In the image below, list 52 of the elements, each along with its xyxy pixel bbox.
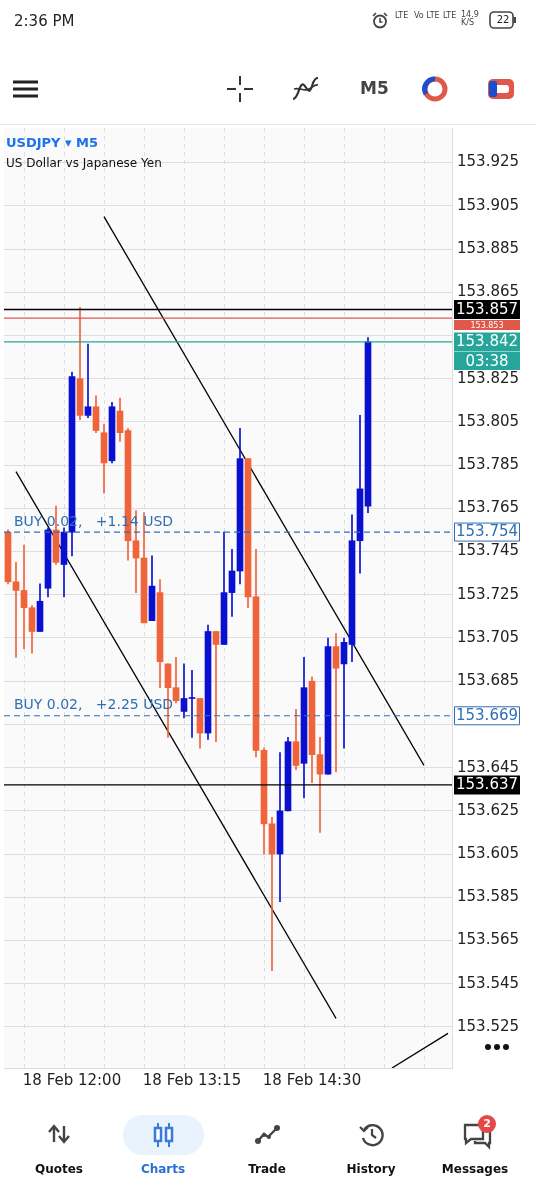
text: 03:38 (454, 352, 520, 370)
text: LTE (443, 11, 457, 20)
text: Charts (139, 1162, 187, 1176)
text: Quotes (34, 1162, 84, 1176)
y-tick-label: 153.685 (457, 671, 520, 690)
x-tick-label: 18 Feb 14:30 (262, 1070, 362, 1089)
y-tick-label: 153.705 (457, 627, 520, 646)
candlestick (268, 817, 276, 972)
candlestick (316, 737, 324, 833)
y-tick-label: 153.865 (457, 282, 520, 301)
text: USDJPY ▾ M5 (6, 135, 100, 150)
text: 14.9 K/S (461, 10, 480, 27)
y-tick-label: 153.765 (457, 498, 520, 517)
candlestick (188, 670, 196, 738)
y-tick-label: 153.545 (457, 973, 520, 992)
text: Trade (247, 1162, 287, 1176)
y-tick-label: 153.825 (457, 368, 520, 387)
x-tick-label: 18 Feb 12:00 (22, 1070, 122, 1089)
y-tick-label: 153.605 (457, 843, 520, 862)
text: Messages (440, 1162, 510, 1176)
text: 2:36 PM (14, 12, 75, 30)
text: M5 (360, 78, 389, 98)
ref-line-label: 153.853 (470, 320, 504, 330)
text: US Dollar vs Japanese Yen (6, 156, 162, 170)
text: Vo LTE (414, 11, 440, 20)
candlestick (12, 562, 20, 658)
y-tick-label: 153.565 (457, 930, 520, 949)
y-tick-label: 153.525 (457, 1016, 520, 1035)
y-tick-label: 153.925 (457, 152, 520, 171)
text: History (345, 1162, 397, 1176)
y-tick-label: 153.805 (457, 411, 520, 430)
candlestick (212, 631, 220, 743)
text: 22 (495, 14, 511, 25)
candlestick (84, 343, 92, 418)
y-tick-label: 153.885 (457, 238, 520, 257)
ref-line-label: 153.669 (455, 706, 519, 725)
y-tick-label: 153.745 (457, 541, 520, 560)
y-tick-label: 153.645 (457, 757, 520, 776)
y-tick-label: 153.625 (457, 800, 520, 819)
ref-line-label: 153.754 (455, 522, 519, 541)
y-tick-label: 153.785 (457, 454, 520, 473)
x-tick-label: 18 Feb 13:15 (142, 1070, 242, 1089)
candlestick (20, 544, 28, 650)
ref-line-label: 153.857 (455, 299, 519, 318)
text: 2 (478, 1115, 496, 1133)
ref-line-label: 153.637 (455, 775, 519, 794)
candlestick (332, 633, 340, 773)
y-tick-label: 153.725 (457, 584, 520, 603)
y-tick-label: 153.905 (457, 195, 520, 214)
y-tick-label: 153.585 (457, 887, 520, 906)
ref-line-label: 153.842 (455, 332, 519, 351)
text: LTE (395, 11, 409, 20)
